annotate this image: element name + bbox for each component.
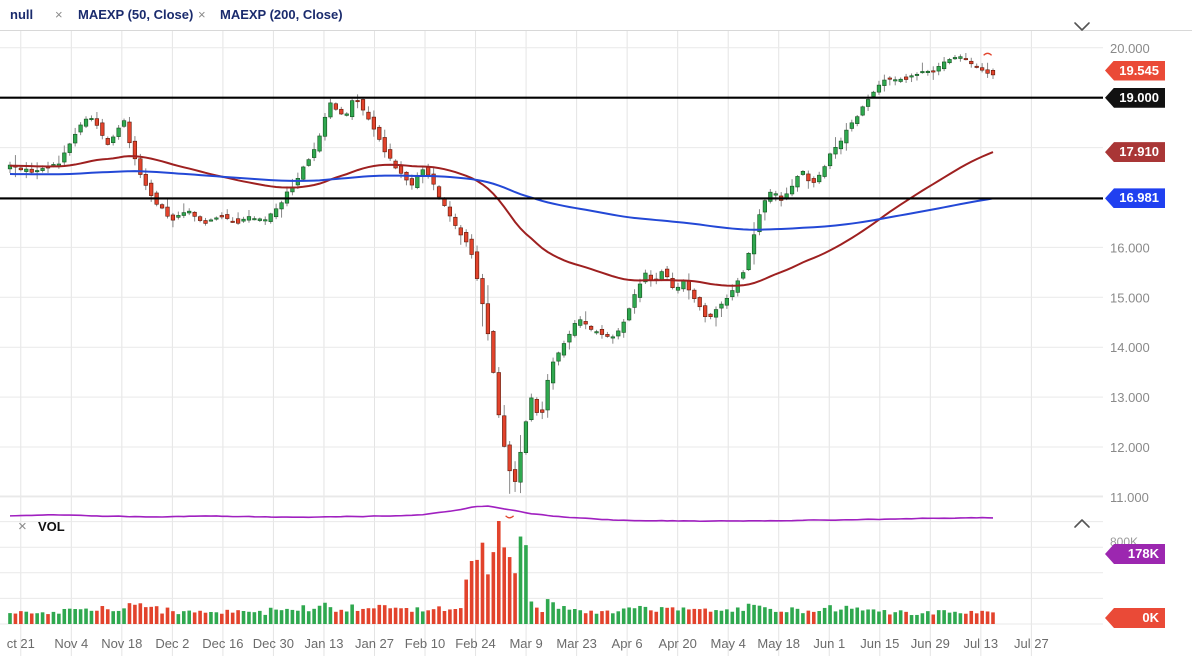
svg-text:Nov 4: Nov 4	[54, 636, 88, 651]
svg-text:May 18: May 18	[757, 636, 800, 651]
svg-text:Dec 30: Dec 30	[253, 636, 294, 651]
svg-text:Mar 23: Mar 23	[556, 636, 596, 651]
svg-text:Jun 15: Jun 15	[860, 636, 899, 651]
svg-text:Jan 27: Jan 27	[355, 636, 394, 651]
svg-text:12.000: 12.000	[1110, 440, 1150, 455]
svg-text:Feb 10: Feb 10	[405, 636, 445, 651]
svg-text:Jul 13: Jul 13	[963, 636, 998, 651]
svg-text:Jun 29: Jun 29	[911, 636, 950, 651]
svg-text:Jun 1: Jun 1	[813, 636, 845, 651]
svg-text:Apr 20: Apr 20	[659, 636, 697, 651]
svg-text:14.000: 14.000	[1110, 340, 1150, 355]
svg-text:16.000: 16.000	[1110, 240, 1150, 255]
svg-text:ct 21: ct 21	[7, 636, 35, 651]
svg-text:Dec 2: Dec 2	[155, 636, 189, 651]
svg-text:20.000: 20.000	[1110, 41, 1150, 56]
svg-text:Nov 18: Nov 18	[101, 636, 142, 651]
svg-text:13.000: 13.000	[1110, 390, 1150, 405]
svg-text:May 4: May 4	[710, 636, 745, 651]
svg-text:Apr 6: Apr 6	[612, 636, 643, 651]
svg-text:11.000: 11.000	[1110, 490, 1149, 505]
svg-text:Dec 16: Dec 16	[202, 636, 243, 651]
svg-text:Jan 13: Jan 13	[304, 636, 343, 651]
svg-text:15.000: 15.000	[1110, 290, 1150, 305]
svg-text:Feb 24: Feb 24	[455, 636, 495, 651]
svg-text:Mar 9: Mar 9	[509, 636, 542, 651]
svg-text:Jul 27: Jul 27	[1014, 636, 1049, 651]
